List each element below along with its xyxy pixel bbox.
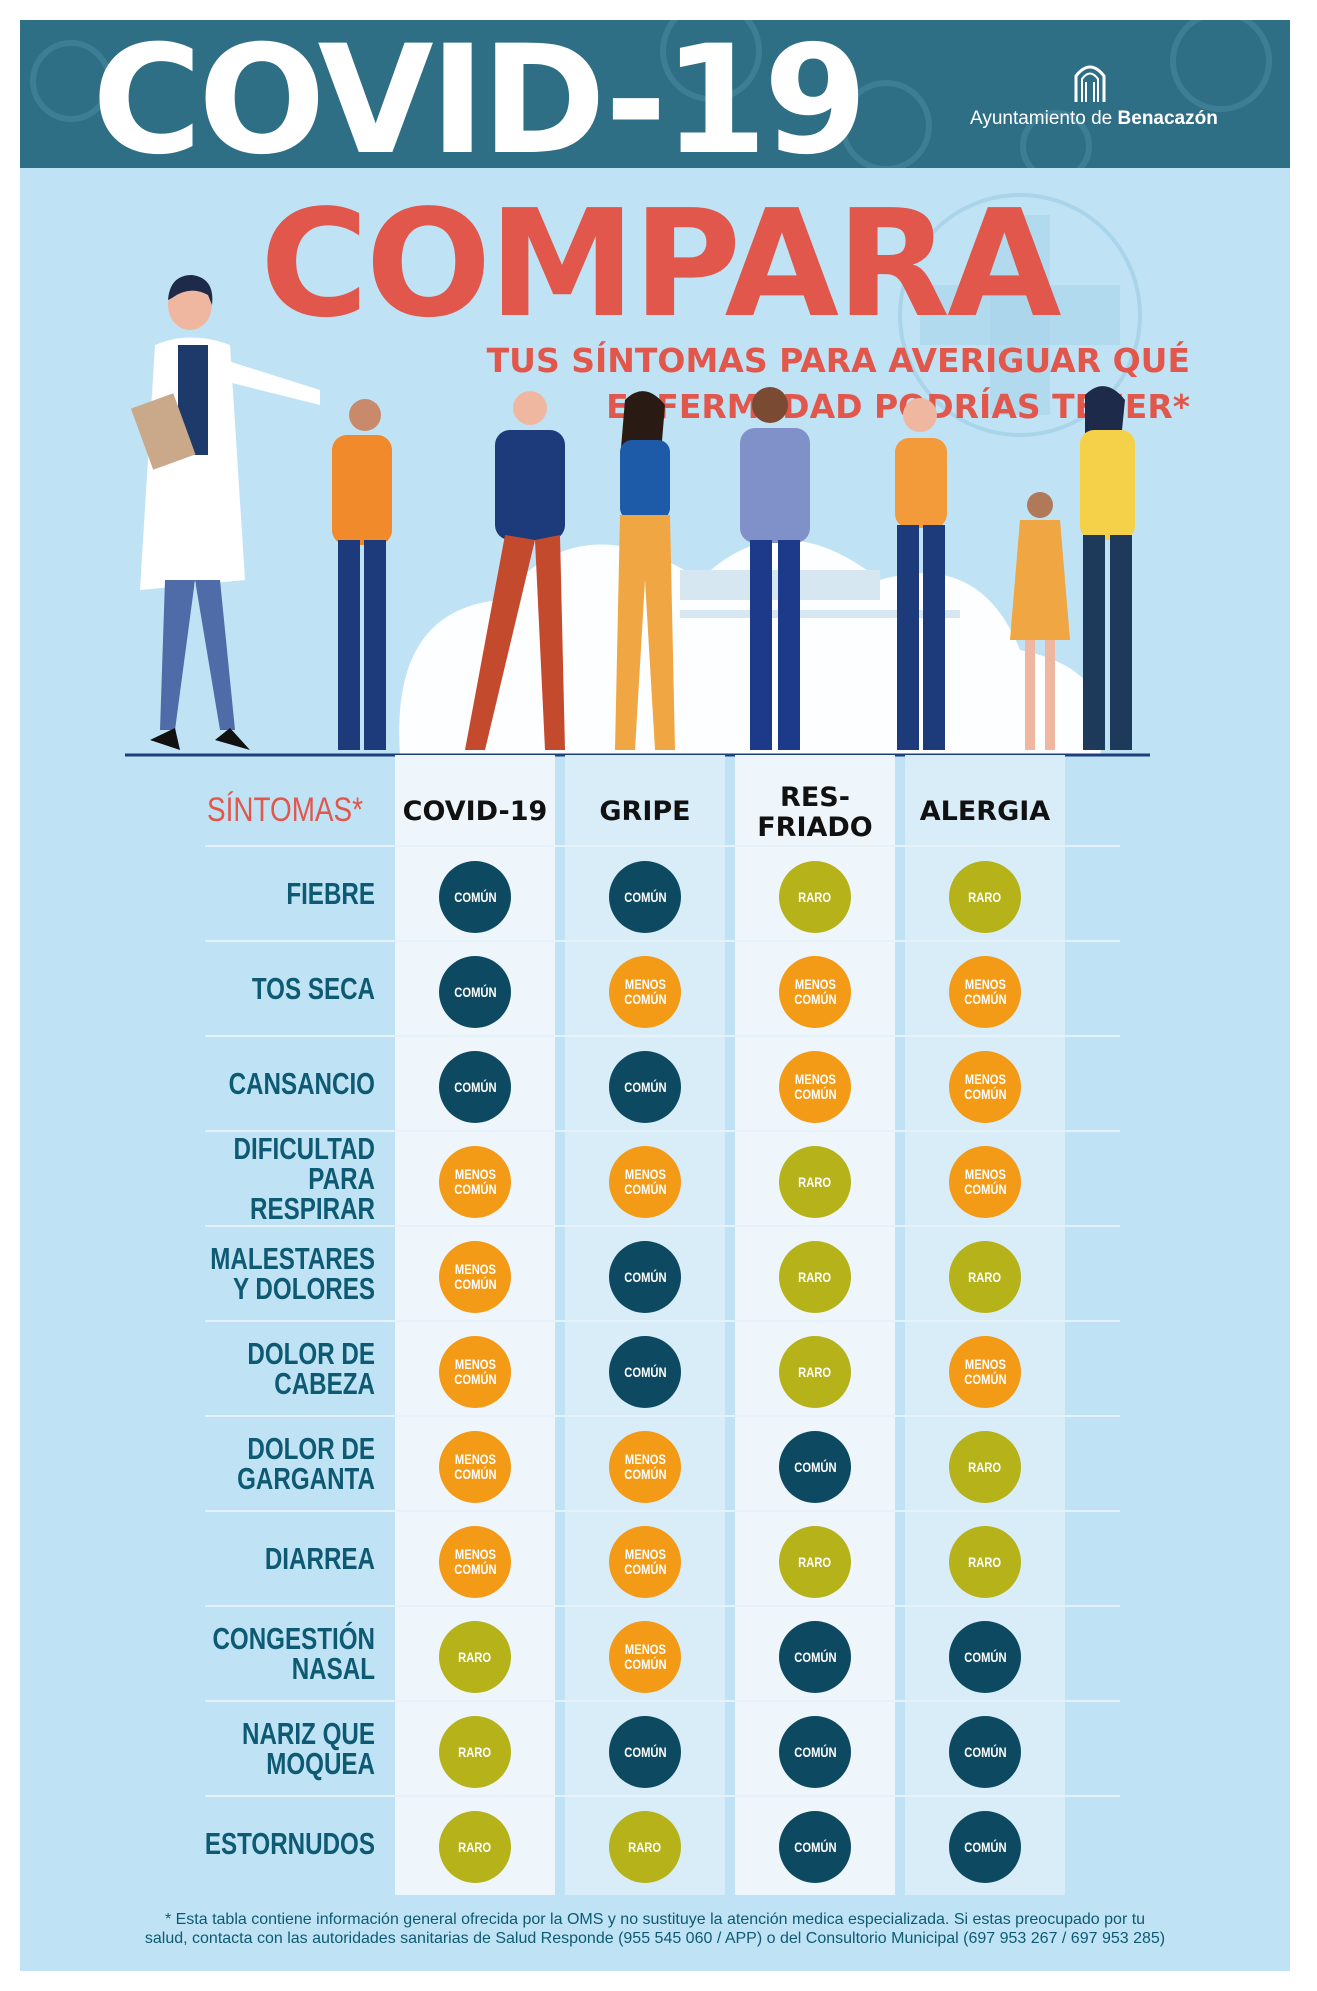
symptoms-table: SÍNTOMAS* COVID-19 GRIPE RES- FRIADO ALERGI… bbox=[20, 755, 1290, 1915]
frequency-badge: MENOS COMÚN bbox=[609, 1431, 681, 1503]
symptom-label: DIFICULTAD PARA RESPIRAR bbox=[233, 1131, 375, 1226]
virus-pattern-icon bbox=[840, 80, 932, 168]
frequency-badge: COMÚN bbox=[609, 1051, 681, 1123]
frequency-badge: RARO bbox=[949, 1526, 1021, 1598]
column-header: RES- FRIADO bbox=[757, 782, 873, 843]
frequency-badge: RARO bbox=[439, 1811, 511, 1883]
symptom-label: MALESTARES Y DOLORES bbox=[210, 1241, 375, 1306]
frequency-badge: MENOS COMÚN bbox=[609, 1146, 681, 1218]
symptom-label: CANSANCIO bbox=[228, 1066, 375, 1101]
table-row: ESTORNUDOS RARO RARO COMÚN COMÚN bbox=[205, 1795, 1120, 1891]
frequency-badge: RARO bbox=[949, 861, 1021, 933]
table-row: DIARREA MENOS COMÚN MENOS COMÚN RARO RARO bbox=[205, 1510, 1120, 1606]
header-banner: COVID-19 Ayuntamiento de Benacazón bbox=[20, 20, 1290, 168]
frequency-badge: MENOS COMÚN bbox=[779, 956, 851, 1028]
frequency-badge: COMÚN bbox=[779, 1431, 851, 1503]
frequency-badge: MENOS COMÚN bbox=[439, 1431, 511, 1503]
frequency-badge: MENOS COMÚN bbox=[609, 956, 681, 1028]
frequency-badge: MENOS COMÚN bbox=[949, 1051, 1021, 1123]
frequency-badge: COMÚN bbox=[779, 1811, 851, 1883]
frequency-badge: RARO bbox=[949, 1241, 1021, 1313]
frequency-badge: MENOS COMÚN bbox=[439, 1241, 511, 1313]
column-background-resfriado bbox=[735, 755, 895, 1895]
table-row: TOS SECA COMÚN MENOS COMÚN MENOS COMÚN MENOS… bbox=[205, 940, 1120, 1036]
column-header: COVID-19 bbox=[402, 796, 548, 827]
frequency-badge: RARO bbox=[779, 1526, 851, 1598]
column-header: ALERGIA bbox=[919, 796, 1051, 827]
column-background-covid bbox=[395, 755, 555, 1895]
symptom-label: DOLOR DE CABEZA bbox=[247, 1336, 375, 1401]
medical-cross-icon bbox=[898, 193, 1142, 437]
frequency-badge: COMÚN bbox=[609, 861, 681, 933]
frequency-badge: COMÚN bbox=[779, 1716, 851, 1788]
symptom-label: TOS SECA bbox=[251, 971, 375, 1006]
frequency-badge: RARO bbox=[779, 1146, 851, 1218]
column-header: GRIPE bbox=[599, 796, 691, 827]
frequency-badge: RARO bbox=[439, 1621, 511, 1693]
virus-pattern-icon bbox=[660, 20, 762, 102]
table-row: DOLOR DE GARGANTA MENOS COMÚN MENOS COMÚN C… bbox=[205, 1415, 1120, 1511]
frequency-badge: MENOS COMÚN bbox=[949, 1146, 1021, 1218]
symptom-label: NARIZ QUE MOQUEA bbox=[242, 1716, 375, 1781]
frequency-badge: COMÚN bbox=[439, 1051, 511, 1123]
table-row: CONGESTIÓN NASAL RARO MENOS COMÚN COMÚN COMÚ… bbox=[205, 1605, 1120, 1701]
page-title: COVID-19 bbox=[92, 20, 868, 168]
frequency-badge: RARO bbox=[439, 1716, 511, 1788]
headline: COMPARA bbox=[260, 178, 1062, 350]
symptom-label: FIEBRE bbox=[286, 876, 375, 911]
frequency-badge: MENOS COMÚN bbox=[439, 1526, 511, 1598]
frequency-badge: COMÚN bbox=[609, 1241, 681, 1313]
frequency-badge: MENOS COMÚN bbox=[949, 1336, 1021, 1408]
poster: COVID-19 Ayuntamiento de Benacazón COMPA… bbox=[20, 20, 1290, 1971]
frequency-badge: COMÚN bbox=[949, 1716, 1021, 1788]
virus-pattern-icon bbox=[1020, 110, 1092, 168]
frequency-badge: RARO bbox=[779, 1241, 851, 1313]
frequency-badge: COMÚN bbox=[609, 1716, 681, 1788]
municipality-logo: Ayuntamiento de Benacazón bbox=[970, 60, 1218, 130]
frequency-badge: MENOS COMÚN bbox=[439, 1146, 511, 1218]
table-row: DOLOR DE CABEZA MENOS COMÚN COMÚN RARO MENOS… bbox=[205, 1320, 1120, 1416]
frequency-badge: MENOS COMÚN bbox=[779, 1051, 851, 1123]
symptom-label: ESTORNUDOS bbox=[204, 1826, 375, 1861]
frequency-badge: COMÚN bbox=[609, 1336, 681, 1408]
virus-pattern-icon bbox=[1170, 20, 1272, 112]
frequency-badge: COMÚN bbox=[439, 956, 511, 1028]
frequency-badge: RARO bbox=[779, 861, 851, 933]
frequency-badge: COMÚN bbox=[949, 1811, 1021, 1883]
arch-logo-icon bbox=[1074, 65, 1106, 102]
logo-text: Ayuntamiento de Benacazón bbox=[970, 108, 1218, 129]
symptom-label: DOLOR DE GARGANTA bbox=[237, 1431, 375, 1496]
frequency-badge: MENOS COMÚN bbox=[609, 1621, 681, 1693]
frequency-badge: MENOS COMÚN bbox=[949, 956, 1021, 1028]
frequency-badge: COMÚN bbox=[439, 861, 511, 933]
table-row: CANSANCIO COMÚN COMÚN MENOS COMÚN MENOS COMÚ… bbox=[205, 1035, 1120, 1131]
column-background-gripe bbox=[565, 755, 725, 1895]
table-row: DIFICULTAD PARA RESPIRAR MENOS COMÚN MENOS… bbox=[205, 1130, 1120, 1226]
frequency-badge: RARO bbox=[949, 1431, 1021, 1503]
frequency-badge: RARO bbox=[609, 1811, 681, 1883]
frequency-badge: COMÚN bbox=[949, 1621, 1021, 1693]
table-row: FIEBRE COMÚN COMÚN RARO RARO bbox=[205, 845, 1120, 941]
virus-pattern-icon bbox=[30, 40, 112, 122]
table-row: MALESTARES Y DOLORES MENOS COMÚN COMÚN RARO… bbox=[205, 1225, 1120, 1321]
symptoms-header: SÍNTOMAS* bbox=[207, 791, 363, 829]
people-illustration bbox=[125, 275, 1150, 757]
doctor-figure bbox=[130, 275, 320, 750]
frequency-badge: MENOS COMÚN bbox=[609, 1526, 681, 1598]
frequency-badge: COMÚN bbox=[779, 1621, 851, 1693]
frequency-badge: RARO bbox=[779, 1336, 851, 1408]
column-background-alergia bbox=[905, 755, 1065, 1895]
symptom-label: CONGESTIÓN NASAL bbox=[212, 1621, 375, 1686]
frequency-badge: MENOS COMÚN bbox=[439, 1336, 511, 1408]
table-row: NARIZ QUE MOQUEA RARO COMÚN COMÚN COMÚN bbox=[205, 1700, 1120, 1796]
symptom-label: DIARREA bbox=[264, 1541, 375, 1576]
footnote: * Esta tabla contiene información genera… bbox=[144, 1911, 1166, 1947]
